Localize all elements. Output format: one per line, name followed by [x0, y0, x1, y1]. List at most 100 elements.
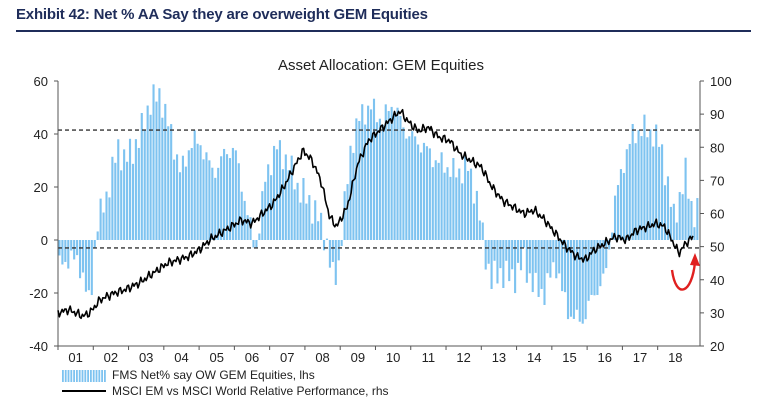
bar — [228, 158, 232, 240]
bar — [173, 159, 176, 240]
bar — [384, 104, 387, 240]
x-tick-label: 06 — [245, 350, 259, 365]
x-tick-label: 02 — [104, 350, 118, 365]
bar — [596, 240, 599, 295]
bar — [472, 203, 476, 240]
x-tick-label: 11 — [422, 350, 436, 365]
bar — [490, 240, 493, 289]
bar — [484, 240, 487, 270]
bar — [76, 240, 79, 256]
bar — [308, 195, 311, 240]
bar — [123, 149, 126, 240]
bar — [240, 191, 243, 240]
bar — [475, 190, 478, 240]
bar — [422, 142, 426, 240]
bar — [611, 232, 614, 240]
bar — [187, 150, 190, 240]
bar — [158, 88, 161, 240]
bar — [225, 154, 229, 240]
bar — [396, 107, 399, 240]
bar — [449, 176, 452, 240]
bar — [320, 212, 323, 240]
bar — [272, 145, 276, 240]
bar — [84, 240, 87, 292]
bar — [90, 240, 93, 296]
bar — [149, 114, 152, 240]
bar — [111, 156, 114, 240]
bar — [61, 240, 64, 265]
bar — [134, 139, 137, 240]
bar — [534, 240, 537, 273]
bar — [663, 185, 667, 240]
line-series — [57, 108, 694, 320]
bar — [417, 144, 420, 240]
bar — [184, 166, 187, 240]
bar — [102, 212, 105, 240]
bar — [569, 240, 573, 317]
bar — [681, 194, 684, 240]
bar — [293, 189, 296, 240]
bar — [549, 240, 552, 278]
bar — [464, 156, 467, 240]
bar — [352, 152, 355, 240]
bar — [643, 114, 646, 240]
x-tick-label: 01 — [68, 350, 82, 365]
x-tick-label: 16 — [598, 350, 612, 365]
bar — [287, 170, 290, 240]
bar — [114, 162, 117, 240]
bar — [390, 106, 393, 240]
legend-swatch-bar — [64, 370, 67, 382]
legend: FMS Net% say OW GEM Equities, lhs MSCI E… — [62, 368, 389, 398]
bar — [96, 231, 99, 240]
y-left-tick-label: 60 — [34, 74, 48, 89]
bar — [167, 126, 170, 240]
y-left-tick-label: 40 — [34, 127, 48, 142]
bar — [337, 240, 340, 261]
bar — [217, 167, 220, 240]
bar — [649, 129, 652, 240]
bar — [467, 170, 470, 240]
bar — [496, 240, 499, 284]
bar — [431, 167, 434, 240]
bar — [211, 167, 214, 240]
bar — [105, 191, 108, 240]
bar — [278, 140, 281, 240]
bar — [99, 198, 102, 240]
bar — [578, 240, 581, 322]
bar — [634, 143, 637, 240]
bar — [370, 109, 373, 240]
bar — [655, 124, 658, 240]
legend-swatch-bar — [92, 370, 95, 382]
bar — [275, 149, 279, 240]
bar — [296, 182, 299, 240]
bar — [552, 240, 555, 263]
bar — [561, 240, 564, 292]
bar — [181, 155, 184, 240]
bar — [302, 178, 305, 240]
bar — [164, 103, 167, 240]
bar — [419, 152, 423, 240]
legend-line-label: MSCI EM vs MSCI World Relative Performan… — [112, 384, 389, 398]
bar — [281, 169, 284, 240]
bar — [87, 240, 90, 291]
bar — [284, 154, 287, 240]
bar — [599, 240, 602, 287]
bar — [593, 240, 596, 296]
relative-performance-line — [57, 108, 694, 320]
bar — [446, 167, 449, 240]
bar — [205, 152, 208, 240]
bar — [493, 240, 496, 261]
bar — [402, 127, 405, 240]
bar — [631, 124, 634, 240]
bar — [340, 240, 343, 247]
y-right-tick-label: 50 — [710, 240, 724, 255]
bar — [658, 146, 661, 240]
bar — [152, 84, 155, 240]
bar — [672, 203, 675, 240]
y-right-tick-label: 90 — [710, 107, 724, 122]
bar — [175, 154, 179, 240]
bar — [334, 240, 337, 285]
bar — [193, 130, 196, 240]
bar — [208, 160, 211, 240]
